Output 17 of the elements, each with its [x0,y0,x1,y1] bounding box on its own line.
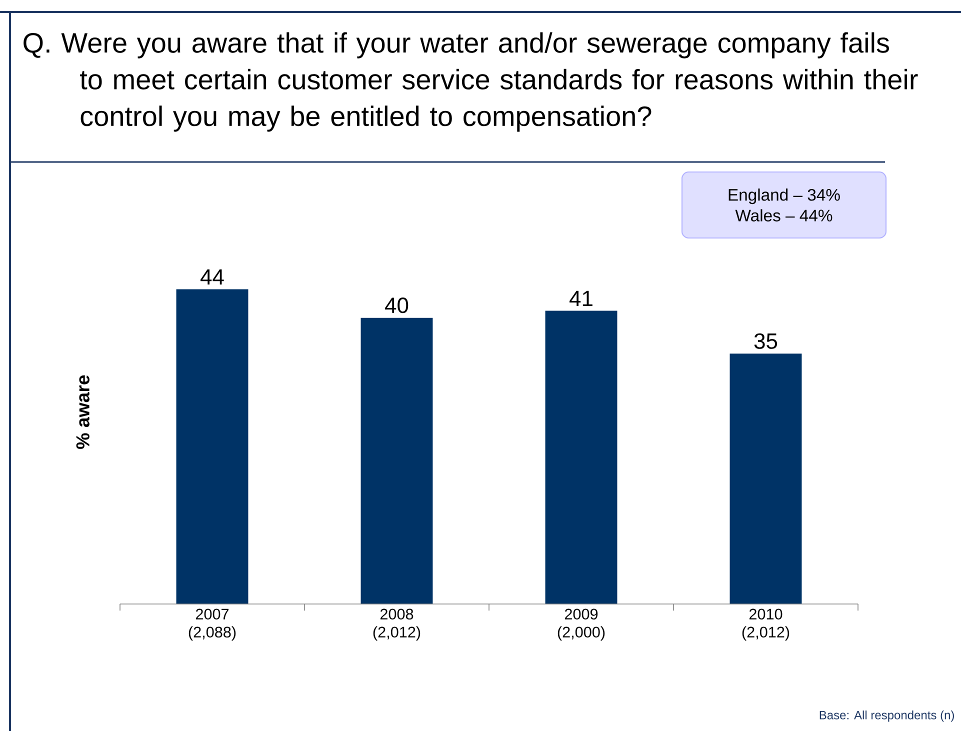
chart-title: Q. Were you aware that if your water and/or sewerage company fails to meet certain customer service standards for reasons within their control you may be entitled to compensation? [24,32,918,132]
bar [360,318,433,604]
bar [730,354,802,604]
bar [545,310,618,604]
data-label: 35 [754,333,778,349]
data-label: 40 [385,298,408,314]
y-axis-title: % aware [76,375,90,449]
data-label: 41 [570,290,592,306]
text: Wales – 44% [735,209,832,222]
x-tick-label: 2008 (2,012) [373,608,420,641]
text: Base: All respondents (n) [820,710,954,722]
bar [176,289,248,604]
x-tick-label: 2010 (2,012) [742,608,790,641]
x-tick-label: 2007 (2,088) [188,608,236,641]
x-tick-label: 2009 (2,000) [558,608,605,641]
text: England – 34% [728,188,840,204]
data-label: 44 [200,269,224,285]
